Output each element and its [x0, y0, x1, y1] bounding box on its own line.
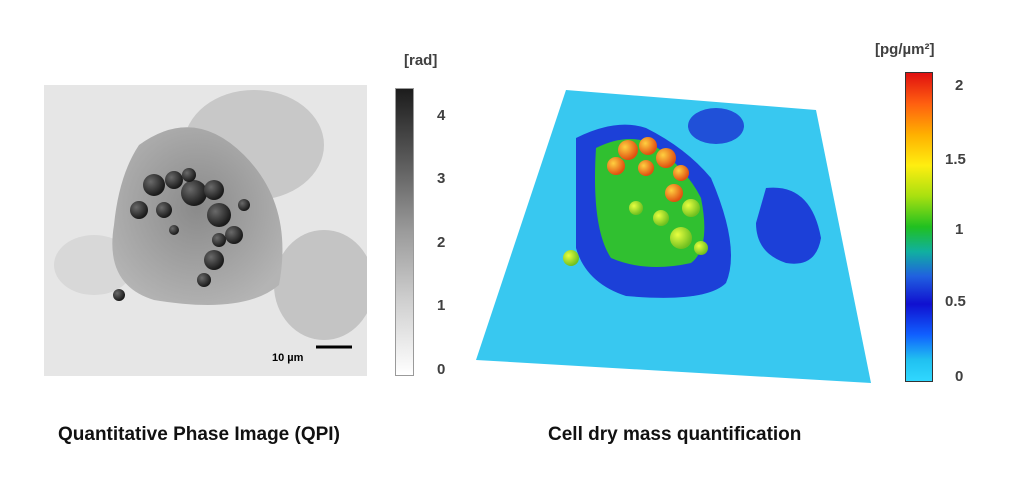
- qpi-tick: 4: [437, 107, 446, 124]
- dry-mass-tick: 1.5: [945, 151, 966, 168]
- qpi-tick: 3: [437, 170, 446, 187]
- qpi-colorbar: [395, 88, 414, 376]
- qpi-image: [44, 85, 367, 376]
- qpi-tick: 2: [437, 234, 446, 251]
- dry-mass-tick: 0: [955, 368, 964, 385]
- qpi-tick: 1: [437, 297, 446, 314]
- scalebar-label: 10 µm: [272, 352, 304, 364]
- qpi-tick: 0: [437, 361, 446, 378]
- dry-mass-tick: 2: [955, 77, 964, 94]
- dry-mass-tick: 0.5: [945, 293, 966, 310]
- dry-mass-3d-surface: [476, 90, 871, 383]
- qpi-caption: Quantitative Phase Image (QPI): [58, 424, 340, 445]
- dry-mass-tick: 1: [955, 221, 964, 238]
- dry-mass-caption: Cell dry mass quantification: [548, 424, 802, 445]
- dry-mass-colorbar: [905, 72, 933, 382]
- qpi-colorbar-unit: [rad]: [404, 52, 438, 69]
- dry-mass-colorbar-unit: [pg/µm²]: [875, 41, 935, 58]
